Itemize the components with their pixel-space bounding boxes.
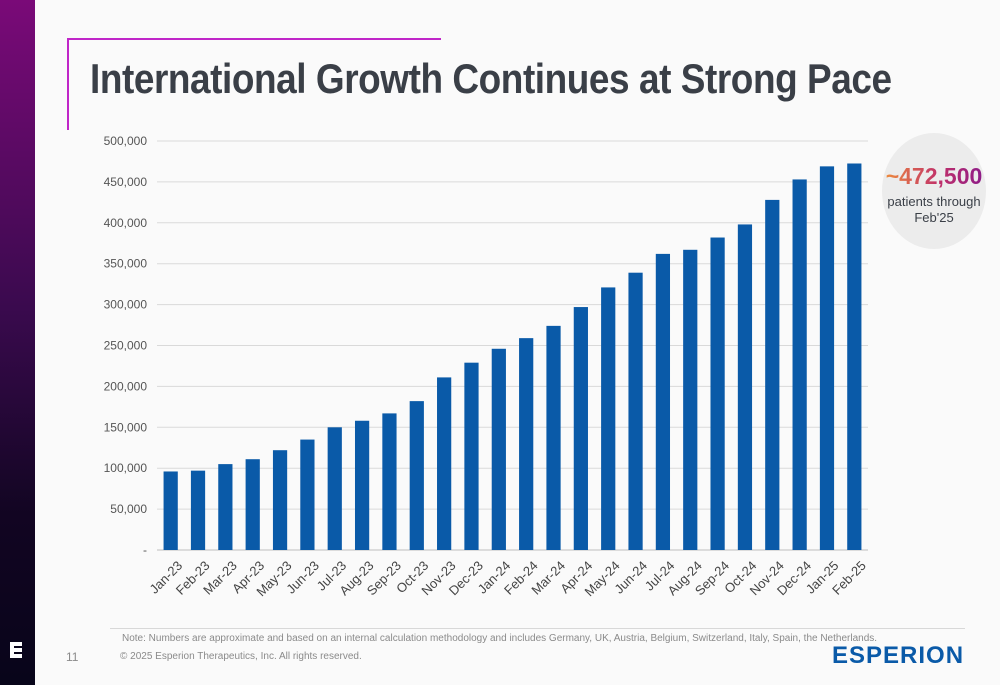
- page-number: 11: [66, 650, 79, 664]
- y-tick-label: 400,000: [104, 216, 148, 230]
- bar: [491, 348, 506, 550]
- y-tick-label: 100,000: [104, 461, 148, 475]
- bar: [163, 471, 178, 550]
- copyright-text: © 2025 Esperion Therapeutics, Inc. All r…: [120, 651, 362, 662]
- bar: [464, 362, 479, 550]
- bar: [354, 420, 370, 550]
- bar: [847, 163, 862, 550]
- y-tick-label: -: [143, 543, 147, 557]
- bar: [546, 325, 561, 550]
- footer-divider: [110, 628, 965, 629]
- bar: [737, 224, 753, 550]
- bar: [218, 464, 233, 550]
- y-tick-label: 300,000: [104, 298, 148, 312]
- bar: [272, 450, 288, 550]
- bar: [683, 249, 698, 550]
- y-tick-label: 200,000: [104, 379, 148, 393]
- callout-value: ~472,500: [882, 163, 986, 190]
- patients-callout: ~472,500 patients through Feb'25: [882, 133, 986, 249]
- bar: [628, 272, 643, 550]
- title-accent-rule: [67, 38, 441, 40]
- y-tick-label: 450,000: [104, 175, 148, 189]
- bar: [655, 253, 671, 550]
- y-tick-label: 50,000: [110, 502, 147, 516]
- bar: [819, 166, 835, 550]
- y-tick-label: 500,000: [104, 134, 148, 148]
- bar: [792, 179, 807, 551]
- bar: [190, 470, 206, 550]
- sidebar-band: [0, 0, 35, 685]
- bar: [382, 413, 397, 550]
- bar: [409, 401, 424, 550]
- footnote: Note: Numbers are approximate and based …: [122, 633, 878, 644]
- page-title: International Growth Continues at Strong…: [90, 55, 892, 102]
- esperion-e-mark-icon: [10, 642, 22, 658]
- esperion-logo: ESPERION: [832, 642, 965, 669]
- bar: [300, 439, 315, 550]
- y-tick-label: 350,000: [104, 257, 148, 271]
- y-tick-label: 150,000: [104, 420, 148, 434]
- bar: [519, 338, 534, 550]
- title-accent-rule-vertical: [67, 38, 69, 130]
- bar: [601, 287, 616, 550]
- callout-text: patients through Feb'25: [887, 194, 981, 225]
- y-tick-label: 250,000: [104, 339, 148, 353]
- bar: [710, 237, 725, 551]
- bar: [245, 459, 260, 550]
- bar: [573, 307, 588, 550]
- bar: [437, 377, 452, 550]
- bar: [765, 199, 780, 550]
- bar: [327, 427, 342, 550]
